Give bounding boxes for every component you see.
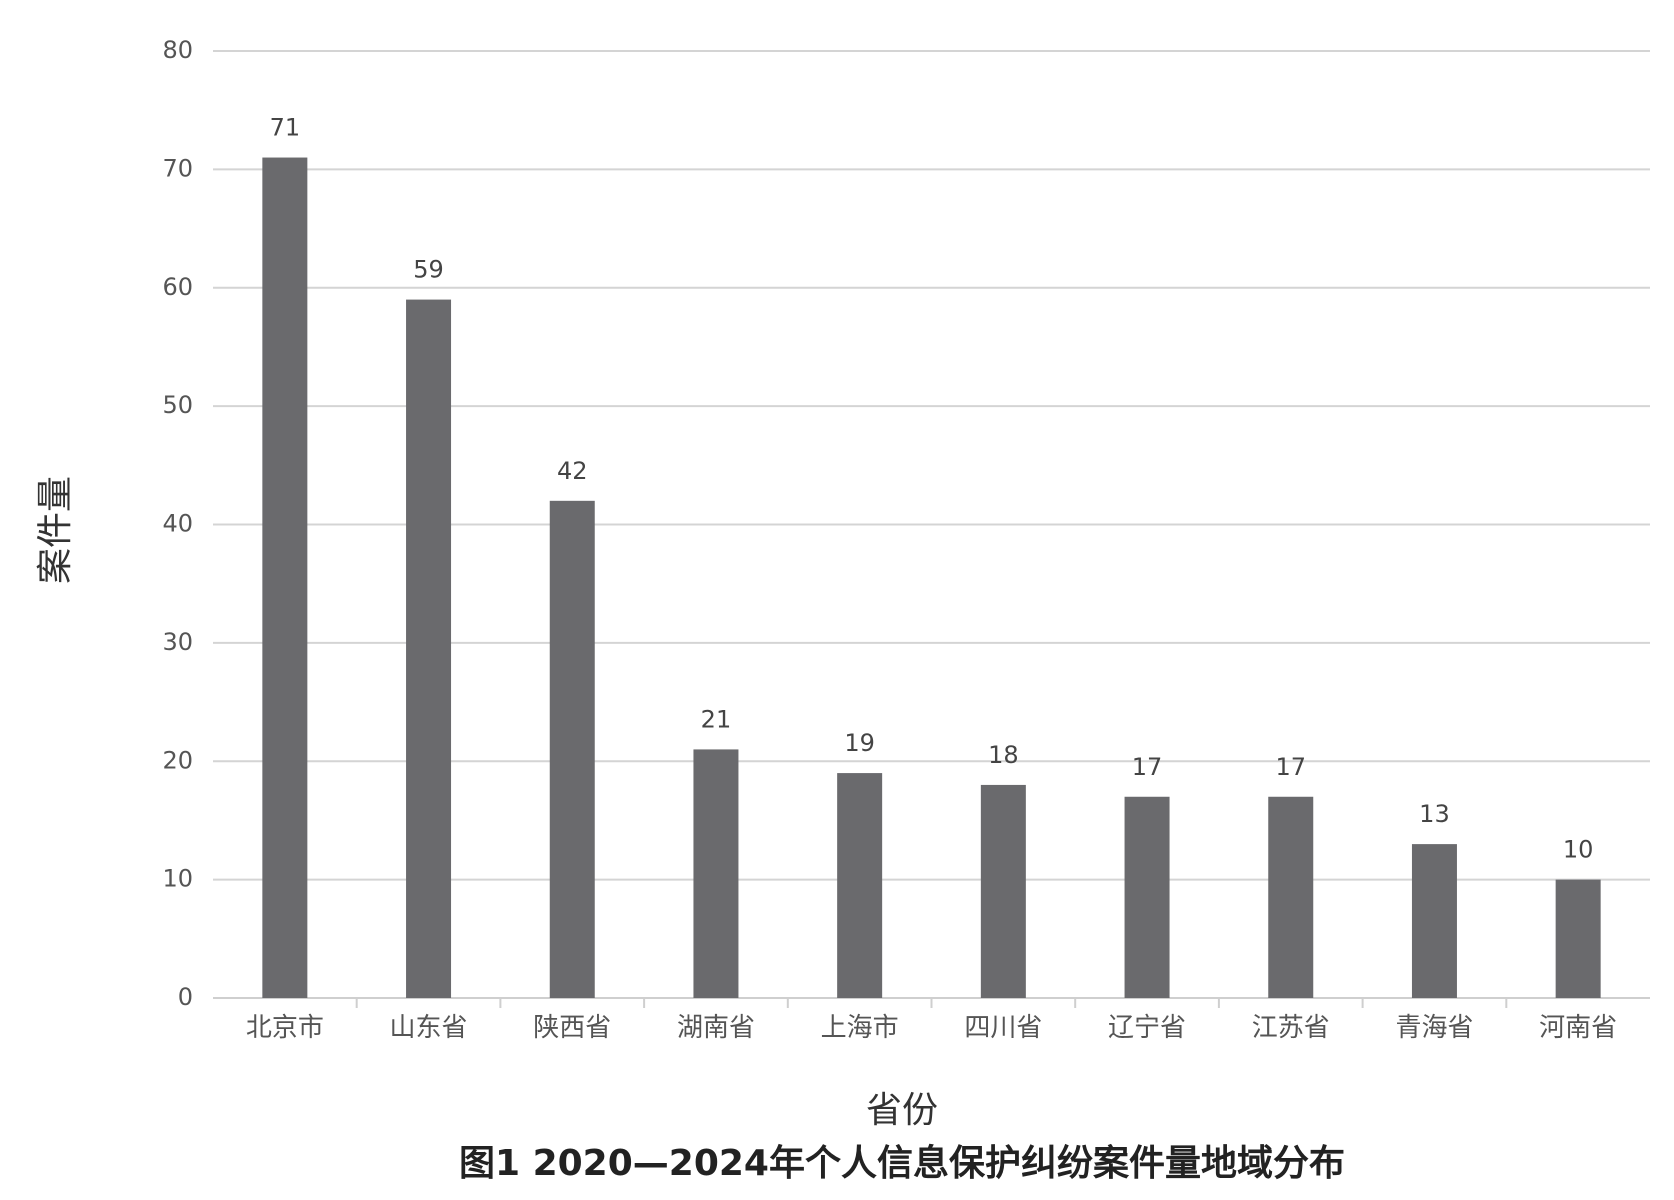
value-label: 13 [1419,800,1450,828]
value-label: 42 [557,457,588,485]
x-tick-label: 上海市 [821,1013,899,1043]
y-tick-label: 40 [162,510,193,538]
bars [262,157,1601,999]
bar-4 [837,773,883,998]
chart-title: 图1 2020—2024年个人信息保护纠纷案件量地域分布 [459,1143,1345,1184]
y-axis-ticks: 0 10 20 30 40 50 60 70 80 [162,36,193,1011]
x-tick-label: 山东省 [390,1013,468,1043]
bar-2 [549,500,595,998]
value-label: 71 [270,114,301,142]
y-tick-label: 10 [162,865,193,893]
y-tick-label: 60 [162,273,193,301]
y-tick-label: 70 [162,154,193,182]
x-tick-label: 青海省 [1395,1013,1473,1043]
y-tick-label: 80 [162,36,193,64]
y-tick-label: 50 [162,391,193,419]
gridlines [213,50,1650,999]
value-label: 21 [701,705,732,733]
x-tick-label: 湖南省 [677,1013,755,1043]
bar-6 [1124,796,1170,998]
value-labels: 71 59 42 21 19 18 17 17 13 10 [270,114,1594,864]
x-tick-label: 辽宁省 [1108,1013,1186,1043]
bar-1 [406,299,452,998]
bar-9 [1555,879,1601,998]
value-label: 19 [844,729,875,757]
bar-8 [1411,844,1457,998]
x-axis-title: 省份 [866,1090,938,1131]
x-tick-label: 河南省 [1539,1013,1617,1043]
bar-7 [1268,796,1314,998]
value-label: 17 [1275,753,1306,781]
bar-3 [693,749,739,998]
bar-0 [262,157,308,999]
y-tick-label: 30 [162,628,193,656]
value-label: 59 [413,256,444,284]
value-label: 10 [1563,836,1594,864]
x-axis: 北京市 山东省 陕西省 湖南省 上海市 四川省 辽宁省 江苏省 青海省 河南省 [246,998,1617,1043]
x-tick-label: 北京市 [246,1013,324,1043]
value-label: 18 [988,741,1019,769]
y-tick-label: 0 [178,983,193,1011]
x-tick-label: 四川省 [964,1013,1042,1043]
y-axis-title: 案件量 [35,476,76,584]
value-label: 17 [1132,753,1163,781]
x-tick-label: 江苏省 [1252,1013,1330,1043]
y-tick-label: 20 [162,746,193,774]
x-tick-label: 陕西省 [533,1013,611,1043]
bar-5 [980,784,1026,998]
